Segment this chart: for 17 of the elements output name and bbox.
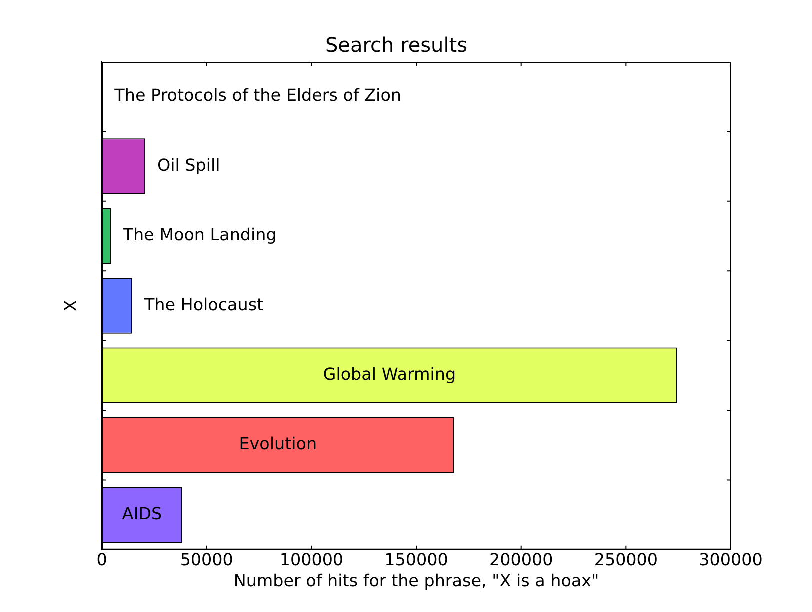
x-tick-label: 100000 bbox=[280, 549, 344, 570]
x-tick-label: 300000 bbox=[699, 549, 763, 570]
chart-title: Search results bbox=[325, 33, 468, 58]
y-tick-label: Global Warming bbox=[323, 364, 456, 384]
y-tick-label: Oil Spill bbox=[157, 154, 220, 175]
y-tick-label: AIDS bbox=[122, 503, 162, 524]
x-axis-title: Number of hits for the phrase, "X is a hoax" bbox=[234, 570, 600, 590]
x-tick-label: 200000 bbox=[489, 549, 554, 570]
x-tick-label: 50000 bbox=[180, 549, 234, 570]
x-tick-label: 250000 bbox=[594, 549, 658, 570]
y-tick-label: Evolution bbox=[239, 434, 318, 454]
y-tick-label: The Protocols of the Elders of Zion bbox=[114, 85, 402, 106]
x-tick-label: 0 bbox=[96, 549, 108, 570]
y-tick-label: The Moon Landing bbox=[122, 224, 277, 245]
y-tick-label: The Holocaust bbox=[143, 294, 264, 314]
x-tick-label: 150000 bbox=[384, 549, 448, 570]
y-axis-title: X bbox=[60, 300, 80, 312]
